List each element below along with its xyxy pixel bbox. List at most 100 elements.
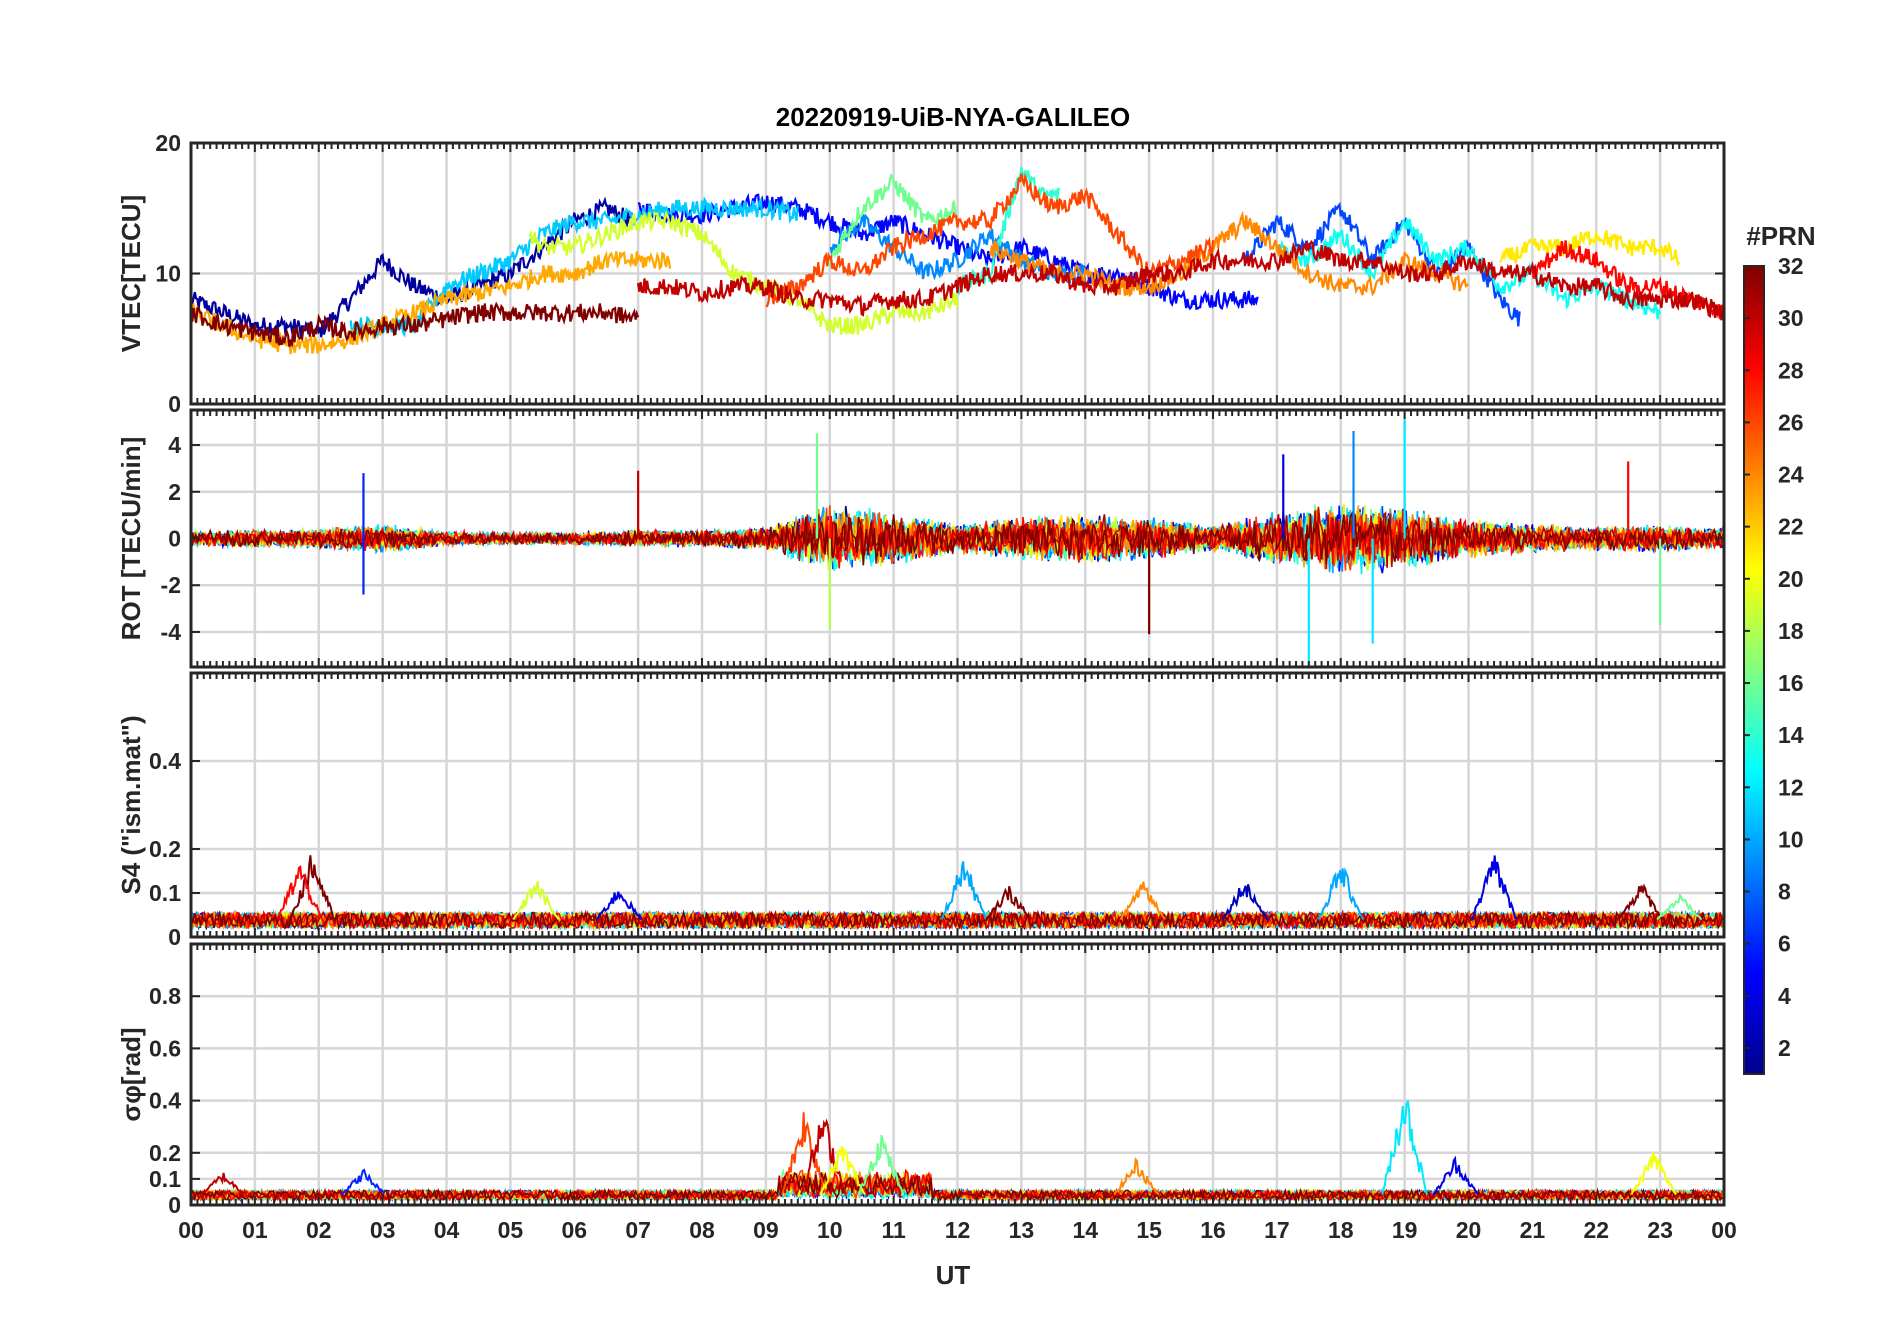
- s4-peak-prn-32: [985, 885, 1032, 921]
- y-tick-label-vtec: 20: [155, 130, 181, 156]
- vtec-series-prn-23: [191, 250, 672, 355]
- sigma_phi-peak-prn-30: [800, 1118, 847, 1196]
- colorbar-tick-label: 30: [1778, 305, 1804, 331]
- sigma_phi-peak-prn-20: [1630, 1152, 1677, 1196]
- sigma_phi-peak-prn-4: [1432, 1155, 1479, 1196]
- y-tick-label-rot: 4: [168, 432, 181, 458]
- colorbar-tick-label: 32: [1778, 253, 1804, 279]
- vtec-series-prn-14: [956, 166, 1061, 296]
- sigma_phi-peak-prn-6: [340, 1168, 386, 1196]
- y-tick-label-s4: 0.1: [149, 880, 181, 906]
- y-tick-label-rot: 2: [168, 479, 181, 505]
- x-tick-label: 19: [1392, 1217, 1418, 1243]
- panel-s4: 0 0.1 0.2 0.4S4 ("ism.mat"): [116, 671, 1726, 950]
- y-tick-label-sigma_phi: 0.1: [149, 1166, 181, 1192]
- s4-peak-prn-24: [1119, 881, 1166, 921]
- colorbar-tick-label: 22: [1778, 514, 1804, 540]
- x-tick-label: 03: [370, 1217, 396, 1243]
- plot-area-vtec: [191, 166, 1724, 355]
- rot-series-prn-30: [191, 506, 1724, 570]
- x-tick-label: 12: [945, 1217, 971, 1243]
- x-ticks-vtec: [190, 143, 1725, 404]
- s4-peak-prn-10: [1317, 867, 1364, 920]
- vtec-series-prn-2: [191, 196, 633, 338]
- colorbar-tick-label: 2: [1778, 1035, 1791, 1061]
- x-tick-label: 11: [881, 1217, 906, 1243]
- x-tick-label: 13: [1009, 1217, 1035, 1243]
- x-tick-label: 08: [689, 1217, 715, 1243]
- colorbar-tick-label: 26: [1778, 409, 1804, 435]
- vtec-series-prn-30: [637, 239, 1724, 321]
- colorbar-title: #PRN: [1746, 221, 1815, 251]
- grid-sigma_phi: [191, 944, 1724, 1205]
- x-tick-label: 07: [625, 1217, 651, 1243]
- s4-series-prn-32: [191, 909, 1723, 931]
- rot-series-prn-32: [191, 510, 1724, 566]
- s4-peak-prn-10: [940, 861, 988, 920]
- s4-peak-prn-32: [289, 855, 335, 920]
- colorbar-tick-label: 28: [1778, 357, 1804, 383]
- y-tick-label-sigma_phi: 0.2: [149, 1140, 181, 1166]
- y-tick-label-s4: 0.2: [149, 836, 181, 862]
- x-tick-label: 05: [498, 1217, 524, 1243]
- x-tick-label: 02: [306, 1217, 332, 1243]
- x-tick-label: 01: [242, 1217, 268, 1243]
- panel-rot: -4 -2 0 2 4 ROT [TECU/min]: [116, 408, 1726, 669]
- x-tick-label: 18: [1328, 1217, 1354, 1243]
- x-tick-label: 04: [434, 1217, 460, 1243]
- rot-series-prn-28: [191, 510, 1724, 569]
- plot-area-s4: [191, 855, 1723, 932]
- s4-peak-prn-3: [1221, 884, 1269, 920]
- y-tick-label-rot: -2: [161, 572, 181, 598]
- sigma_phi-peak-prn-16: [857, 1134, 905, 1196]
- colorbar-tick-label: 14: [1778, 722, 1804, 748]
- x-tick-label: 22: [1583, 1217, 1609, 1243]
- y-tick-label-rot: -4: [161, 619, 182, 645]
- colorbar-tick-label: 18: [1778, 618, 1804, 644]
- y-tick-label-sigma_phi: 0.8: [149, 983, 181, 1009]
- vtec-series-prn-11: [349, 196, 799, 339]
- colorbar-tick-label: 10: [1778, 826, 1804, 852]
- colorbar-tick-label: 20: [1778, 566, 1804, 592]
- sigma_phi-peak-prn-26: [780, 1112, 828, 1195]
- panel-vtec: 0 10 20 VTEC[TECU]: [116, 130, 1726, 417]
- colorbar-tick-label: 24: [1778, 462, 1804, 488]
- y-tick-label-sigma_phi: 0: [168, 1192, 181, 1218]
- y-tick-label-sigma_phi: 0.4: [149, 1088, 181, 1114]
- sigma_phi-peak-prn-20: [819, 1146, 866, 1196]
- x-tick-label: 17: [1264, 1217, 1290, 1243]
- x-tick-label: 14: [1072, 1217, 1098, 1243]
- sigma_phi-peak-prn-12: [1381, 1100, 1428, 1195]
- vtec-series-prn-21: [1499, 230, 1681, 268]
- s4-peak-prn-4: [595, 891, 643, 921]
- x-tick-label: 16: [1200, 1217, 1226, 1243]
- x-ticks-s4: [190, 673, 1725, 937]
- vtec-series-prn-32: [191, 301, 640, 348]
- s4-peak-prn-16: [1656, 892, 1703, 921]
- colorbar-gradient: [1743, 265, 1765, 1075]
- x-tick-label: 00: [178, 1217, 204, 1243]
- y-axis-label-s4: S4 ("ism.mat"): [116, 715, 146, 894]
- vtec-series-prn-16: [828, 172, 959, 267]
- x-ticks-sigma_phi: [190, 944, 1725, 1205]
- grid-s4: [191, 673, 1724, 937]
- x-tick-label: 15: [1136, 1217, 1162, 1243]
- y-tick-label-sigma_phi: 0.6: [149, 1035, 181, 1061]
- chart-title: 20220919-UiB-NYA-GALILEO: [776, 102, 1131, 132]
- colorbar-tick-label: 12: [1778, 774, 1804, 800]
- x-tick-label: 21: [1520, 1217, 1546, 1243]
- s4-peak-prn-28: [276, 865, 322, 920]
- y-axis-label-sigma_phi: σφ[rad]: [116, 1027, 146, 1121]
- x-tick-label: 09: [753, 1217, 779, 1243]
- y-tick-label-vtec: 10: [155, 261, 181, 287]
- colorbar-tick-label: 6: [1778, 931, 1791, 957]
- panel-sigma_phi: 00.10.2 0.4 0.6 0.8σφ[rad]: [116, 942, 1726, 1218]
- y-tick-label-rot: 0: [168, 526, 181, 552]
- y-tick-label-s4: 0.4: [149, 748, 181, 774]
- vtec-series-prn-26: [765, 172, 1215, 308]
- vtec-series-prn-19: [528, 210, 959, 336]
- s4-peak-prn-19: [512, 880, 560, 920]
- y-tick-label-vtec: 0: [168, 391, 181, 417]
